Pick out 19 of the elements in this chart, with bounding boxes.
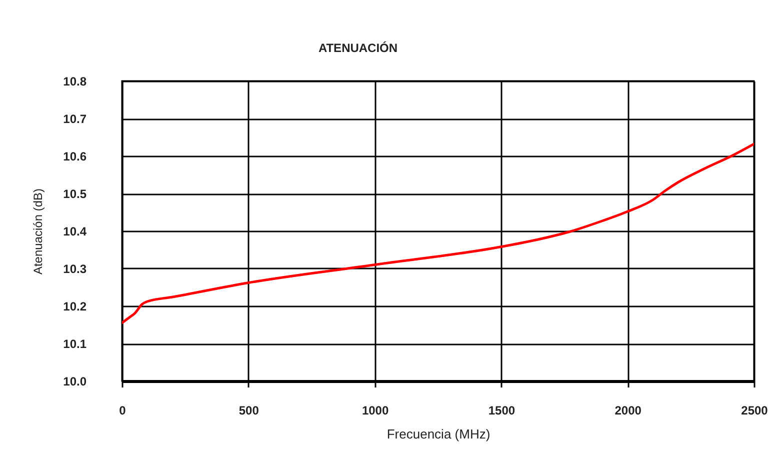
x-tick-label: 2000 — [614, 404, 642, 418]
y-tick-label: 10.8 — [63, 74, 87, 88]
y-tick-label: 10.6 — [63, 150, 87, 164]
x-tick-label: 1500 — [488, 404, 516, 418]
y-tick-label: 10.0 — [63, 374, 87, 388]
x-tick-label: 0 — [119, 404, 126, 418]
y-tick-label: 10.2 — [63, 300, 87, 314]
x-tick-label: 1000 — [362, 404, 389, 418]
y-tick-label: 10.5 — [63, 187, 87, 201]
y-tick-label: 10.7 — [63, 112, 87, 126]
x-axis-title: Frecuencia (MHz) — [386, 426, 490, 442]
x-tick-label: 2500 — [741, 404, 768, 418]
x-tick-label: 500 — [238, 404, 260, 418]
y-tick-label: 10.4 — [63, 224, 87, 238]
y-tick-label: 10.3 — [63, 262, 87, 276]
y-tick-label: 10.1 — [63, 337, 87, 351]
y-axis-title: Atenuación (dB) — [31, 188, 46, 275]
chart-title: ATENUACIÓN — [318, 41, 398, 55]
line-series — [122, 142, 754, 324]
